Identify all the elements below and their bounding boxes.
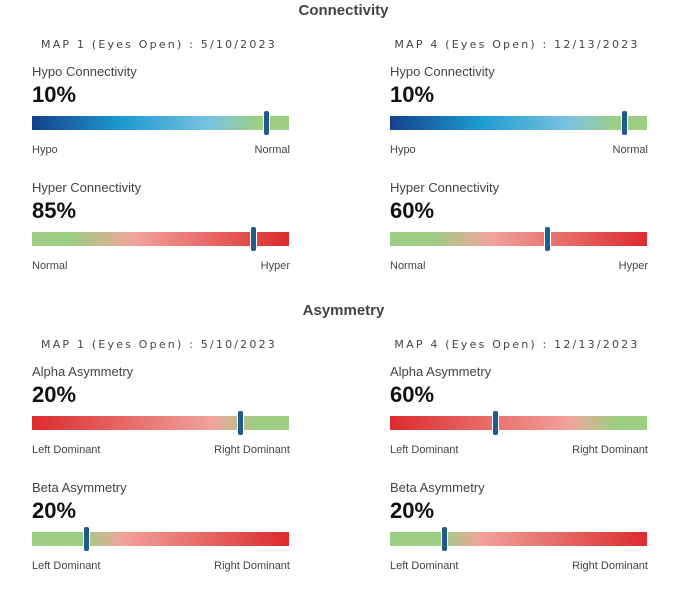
bar-marker xyxy=(238,411,244,435)
metric-label: Hyper Connectivity xyxy=(390,180,500,195)
bar-right-label: Hyper xyxy=(618,260,648,272)
bar-marker xyxy=(621,111,627,135)
metric-beta-asymmetry: Beta Asymmetry 20% Left Dominant Right D… xyxy=(32,480,290,580)
bar-right-label: Hyper xyxy=(260,260,290,272)
metric-value: 60% xyxy=(390,198,435,223)
bar-left-label: Left Dominant xyxy=(32,444,101,456)
metric-hyper-connectivity: Hyper Connectivity 85% Normal Hyper xyxy=(32,180,290,280)
metric-value: 85% xyxy=(32,198,77,223)
metric-hypo-connectivity: Hypo Connectivity 10% Hypo Normal xyxy=(390,64,648,164)
metric-alpha-asymmetry: Alpha Asymmetry 20% Left Dominant Right … xyxy=(32,364,290,464)
bar-left-label: Left Dominant xyxy=(32,560,101,572)
bar-right-label: Right Dominant xyxy=(214,560,290,572)
bar-left-label: Left Dominant xyxy=(390,444,459,456)
bar-marker xyxy=(83,527,89,551)
gradient-bar xyxy=(390,527,647,551)
bar-left-label: Hypo xyxy=(390,144,416,156)
metric-value: 20% xyxy=(390,498,435,523)
metric-label: Alpha Asymmetry xyxy=(390,364,492,379)
gradient-bar xyxy=(32,527,289,551)
metric-label: Hyper Connectivity xyxy=(32,180,142,195)
bar-left-label: Hypo xyxy=(32,144,58,156)
metric-hyper-connectivity: Hyper Connectivity 60% Normal Hyper xyxy=(390,180,648,280)
bar-right-label: Right Dominant xyxy=(572,444,648,456)
metric-hypo-connectivity: Hypo Connectivity 10% Hypo Normal xyxy=(32,64,290,164)
gradient-bar xyxy=(32,411,289,435)
bar-marker xyxy=(251,227,257,251)
metric-label: Beta Asymmetry xyxy=(32,480,127,495)
metric-value: 10% xyxy=(32,82,77,107)
bar-left-label: Left Dominant xyxy=(390,560,459,572)
gradient-bar xyxy=(390,411,647,435)
metric-label: Beta Asymmetry xyxy=(390,480,485,495)
metric-value: 60% xyxy=(390,382,435,407)
bar-left-label: Normal xyxy=(390,260,426,272)
bar-right-label: Right Dominant xyxy=(572,560,648,572)
bar-right-label: Normal xyxy=(254,144,290,156)
section-title-asymmetry: Asymmetry xyxy=(302,302,385,319)
map-header: MAP 4 (Eyes Open) : 12/13/2023 xyxy=(394,338,640,351)
bar-marker xyxy=(263,111,269,135)
section-title-connectivity: Connectivity xyxy=(298,2,389,19)
metric-value: 20% xyxy=(32,382,77,407)
metric-label: Hypo Connectivity xyxy=(390,64,495,79)
gradient-bar xyxy=(32,227,289,251)
gradient-bar xyxy=(390,111,647,135)
bar-right-label: Normal xyxy=(612,144,648,156)
metric-beta-asymmetry: Beta Asymmetry 20% Left Dominant Right D… xyxy=(390,480,648,580)
bar-right-label: Right Dominant xyxy=(214,444,290,456)
metric-value: 10% xyxy=(390,82,435,107)
bar-marker xyxy=(544,227,550,251)
map-header: MAP 1 (Eyes Open) : 5/10/2023 xyxy=(41,38,277,51)
metric-label: Alpha Asymmetry xyxy=(32,364,134,379)
gradient-bar xyxy=(390,227,647,251)
metric-value: 20% xyxy=(32,498,77,523)
metric-alpha-asymmetry: Alpha Asymmetry 60% Left Dominant Right … xyxy=(390,364,648,464)
bar-left-label: Normal xyxy=(32,260,68,272)
metric-label: Hypo Connectivity xyxy=(32,64,137,79)
bar-marker xyxy=(493,411,499,435)
gradient-bar xyxy=(32,111,289,135)
bar-marker xyxy=(441,527,447,551)
map-header: MAP 4 (Eyes Open) : 12/13/2023 xyxy=(394,38,640,51)
map-header: MAP 1 (Eyes Open) : 5/10/2023 xyxy=(41,338,277,351)
